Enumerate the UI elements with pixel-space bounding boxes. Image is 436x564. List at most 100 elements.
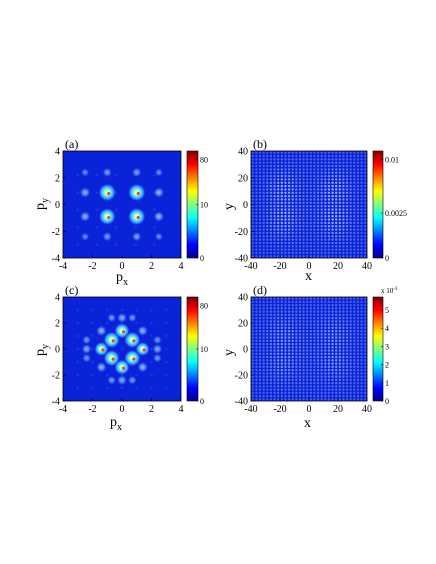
lattice-site — [273, 174, 276, 178]
lattice-site — [251, 388, 255, 391]
lattice-site — [280, 297, 284, 300]
lattice-site — [327, 310, 331, 313]
lattice-site — [320, 329, 323, 333]
lattice-site — [287, 339, 291, 343]
background-speckle — [76, 334, 80, 338]
lattice-site — [324, 235, 327, 238]
lattice-site — [295, 168, 298, 171]
lattice-site — [255, 161, 258, 164]
lattice-site — [342, 307, 345, 310]
lattice-site — [269, 320, 273, 323]
lattice-site — [269, 339, 273, 343]
lattice-site — [327, 394, 331, 398]
lattice-site — [338, 221, 342, 225]
lattice-site — [353, 198, 356, 201]
lattice-site — [287, 225, 291, 228]
lattice-site — [327, 333, 331, 336]
lattice-site — [356, 372, 360, 375]
lattice-site — [363, 174, 367, 178]
lattice-site — [273, 355, 276, 359]
lattice-site — [266, 151, 269, 154]
lattice-site — [342, 241, 345, 245]
lattice-site — [287, 297, 291, 300]
lattice-site — [298, 171, 302, 174]
lattice-site — [302, 201, 305, 205]
lattice-site — [324, 323, 327, 326]
lattice-site — [353, 164, 356, 168]
lattice-site — [276, 381, 280, 385]
lattice-site — [331, 378, 334, 382]
x-tick-label: 0 — [120, 261, 125, 272]
lattice-site — [255, 320, 258, 323]
lattice-site — [327, 158, 331, 161]
lattice-site — [320, 394, 323, 398]
lattice-site — [251, 346, 255, 349]
lattice-site — [360, 391, 363, 395]
lattice-site — [309, 225, 313, 228]
y-axis-label: y — [222, 349, 237, 356]
lattice-site — [280, 228, 284, 231]
y-tick-label: -40 — [235, 397, 248, 408]
lattice-site — [258, 201, 262, 205]
background-speckle — [91, 386, 94, 390]
lattice-site — [280, 336, 284, 339]
lattice-site — [269, 359, 273, 362]
x-tick-label: 0 — [307, 404, 312, 415]
lattice-site — [327, 342, 331, 346]
lattice-site — [324, 181, 327, 184]
lattice-site — [287, 248, 291, 251]
lattice-site — [266, 178, 269, 181]
lattice-site — [331, 158, 334, 161]
lattice-site — [349, 372, 352, 375]
lattice-site — [291, 333, 294, 336]
lattice-site — [287, 394, 291, 398]
x-tick-label: 20 — [333, 261, 343, 272]
lattice-site — [363, 251, 367, 255]
lattice-site — [302, 355, 305, 359]
lattice-site — [316, 174, 320, 178]
lattice-site — [327, 297, 331, 300]
lattice-site — [353, 385, 356, 388]
lattice-site — [334, 368, 338, 372]
lattice-site — [345, 188, 349, 191]
lattice-site — [338, 251, 342, 255]
lattice-site — [266, 188, 269, 191]
lattice-site — [284, 342, 287, 346]
lattice-site — [255, 323, 258, 326]
lattice-site — [320, 255, 323, 258]
lattice-site — [324, 201, 327, 205]
lattice-site — [353, 225, 356, 228]
lattice-site — [342, 208, 345, 211]
lattice-site — [280, 339, 284, 343]
lattice-site — [309, 238, 313, 241]
lattice-site — [280, 342, 284, 346]
lattice-site — [313, 228, 316, 231]
lattice-site — [266, 174, 269, 178]
lattice-site — [262, 178, 265, 181]
lattice-site — [363, 346, 367, 349]
lattice-site — [345, 221, 349, 225]
lattice-site — [353, 365, 356, 369]
lattice-site — [334, 241, 338, 245]
lattice-site — [342, 194, 345, 198]
lattice-site — [356, 378, 360, 382]
lattice-site — [345, 181, 349, 184]
lattice-site — [276, 168, 280, 171]
lattice-site — [298, 365, 302, 369]
lattice-site — [324, 231, 327, 235]
lattice-site — [276, 221, 280, 225]
lattice-site — [287, 385, 291, 388]
lattice-site — [324, 297, 327, 300]
lattice-site — [251, 355, 255, 359]
lattice-site — [349, 320, 352, 323]
lattice-site — [349, 342, 352, 346]
lattice-site — [262, 336, 265, 339]
lattice-site — [353, 154, 356, 158]
lattice-site — [320, 154, 323, 158]
lattice-site — [349, 398, 352, 401]
intensity-peak — [123, 349, 141, 367]
lattice-site — [280, 161, 284, 164]
lattice-site — [309, 346, 313, 349]
lattice-site — [349, 394, 352, 398]
lattice-site — [324, 346, 327, 349]
